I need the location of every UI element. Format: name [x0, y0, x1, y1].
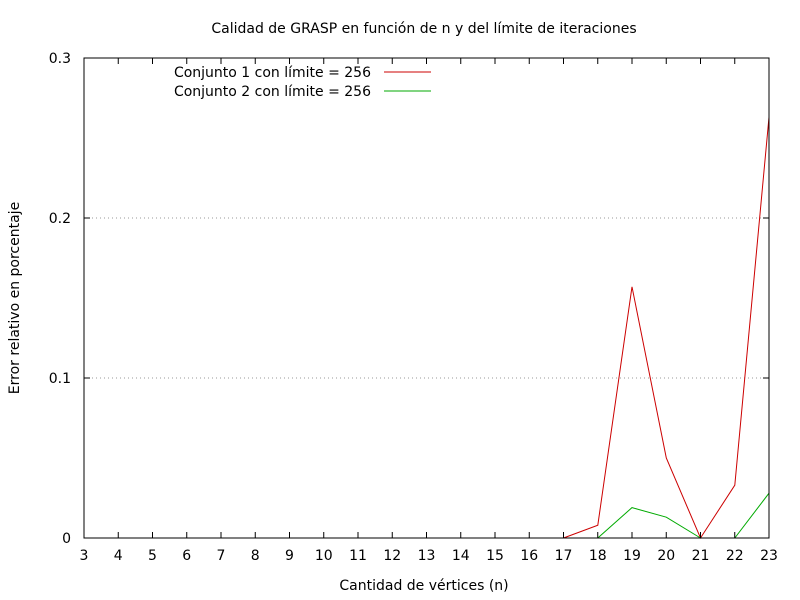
x-tick-label: 5 — [148, 548, 157, 564]
x-tick-label: 18 — [589, 548, 607, 564]
y-tick-label: 0 — [62, 531, 71, 547]
x-tick-label: 3 — [80, 548, 89, 564]
x-tick-label: 13 — [418, 548, 436, 564]
legend: Conjunto 1 con límite = 256 Conjunto 2 c… — [174, 65, 431, 100]
x-tick-label: 4 — [114, 548, 123, 564]
chart-title: Calidad de GRASP en función de n y del l… — [211, 21, 636, 37]
series-1-line — [563, 117, 770, 540]
x-tick-label: 11 — [349, 548, 367, 564]
x-tick-label: 20 — [657, 548, 675, 564]
x-tick-label: 17 — [555, 548, 573, 564]
y-tick-label: 0.2 — [49, 211, 71, 227]
x-tick-label: 6 — [182, 548, 191, 564]
y-axis-label: Error relativo en porcentaje — [7, 202, 23, 394]
series-lines — [563, 117, 770, 540]
x-axis-label: Cantidad de vértices (n) — [339, 578, 508, 594]
y-tick-label: 0.3 — [49, 51, 71, 67]
x-tick-label: 15 — [486, 548, 504, 564]
x-tick-label: 22 — [726, 548, 744, 564]
y-tick-label: 0.1 — [49, 371, 71, 387]
series-2-line — [734, 492, 770, 539]
x-tick-label: 23 — [760, 548, 778, 564]
x-tick-label: 8 — [251, 548, 260, 564]
grid-lines — [84, 217, 769, 379]
x-tick-label: 19 — [623, 548, 641, 564]
legend-label-series-2: Conjunto 2 con límite = 256 — [174, 84, 371, 100]
x-tick-label: 10 — [315, 548, 333, 564]
x-tick-label: 16 — [520, 548, 538, 564]
x-tick-label: 21 — [692, 548, 710, 564]
axis-ticks: 3 4 5 6 7 8 9 10 11 12 13 14 15 16 17 18 19 20 21 22 23 0 0.1 0… — [49, 51, 778, 564]
x-tick-label: 9 — [285, 548, 294, 564]
legend-label-series-1: Conjunto 1 con límite = 256 — [174, 65, 371, 81]
plot-frame — [83, 57, 770, 539]
x-tick-label: 7 — [217, 548, 226, 564]
series-2-line — [597, 507, 701, 539]
x-tick-label: 14 — [452, 548, 470, 564]
x-tick-label: 12 — [383, 548, 401, 564]
